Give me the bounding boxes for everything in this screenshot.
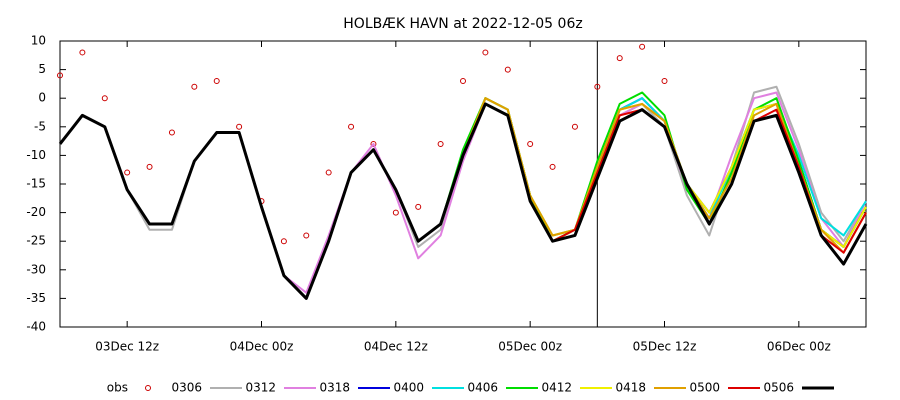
legend-marker xyxy=(145,385,151,391)
obs-marker xyxy=(168,129,175,136)
obs-marker xyxy=(460,78,466,85)
obs-marker xyxy=(191,83,198,90)
obs-marker xyxy=(236,123,243,130)
obs-marker xyxy=(124,169,131,176)
obs-marker xyxy=(661,78,668,85)
legend-label: 0406 xyxy=(467,381,498,395)
obs-marker xyxy=(504,66,511,73)
obs-marker xyxy=(213,78,220,85)
obs-marker xyxy=(482,49,489,56)
obs-marker xyxy=(616,55,623,62)
forecast-line xyxy=(260,97,867,300)
obs-marker xyxy=(594,83,601,90)
obs-marker xyxy=(571,123,578,130)
obs-marker xyxy=(348,123,355,130)
x-tick-label: 04Dec 12z xyxy=(364,340,428,354)
legend-label: 0418 xyxy=(615,381,646,395)
chart-title: HOLBÆK HAVN at 2022-12-05 06z xyxy=(343,16,582,32)
obs-marker xyxy=(549,163,556,170)
obs-marker xyxy=(325,169,332,176)
legend-label: 0506 xyxy=(763,381,794,395)
x-tick-label: 05Dec 00z xyxy=(498,340,562,354)
obs-marker xyxy=(146,163,153,170)
x-tick-label: 05Dec 12z xyxy=(633,340,697,354)
forecast-line xyxy=(126,91,867,294)
y-tick-label: 10 xyxy=(31,34,46,48)
obs-marker xyxy=(392,209,399,216)
y-tick-label: -35 xyxy=(26,291,46,305)
obs-marker xyxy=(57,72,63,79)
obs-marker xyxy=(415,203,422,210)
obs-marker xyxy=(101,95,108,102)
x-tick-label: 04Dec 00z xyxy=(230,340,294,354)
forecast-line xyxy=(529,108,867,254)
y-tick-label: -25 xyxy=(26,234,46,248)
forecast-line xyxy=(394,97,867,248)
forecast-line xyxy=(58,102,868,300)
obs-marker xyxy=(303,232,310,239)
obs-marker xyxy=(79,49,86,56)
x-tick-label: 03Dec 12z xyxy=(95,340,159,354)
x-tick-label: 06Dec 00z xyxy=(767,340,831,354)
legend-label: 0312 xyxy=(245,381,276,395)
legend-label: 0412 xyxy=(541,381,572,395)
y-tick-label: 0 xyxy=(38,91,46,105)
y-tick-label: -15 xyxy=(26,177,46,191)
y-tick-label: -30 xyxy=(26,262,46,276)
y-tick-label: -5 xyxy=(34,119,46,133)
obs-marker xyxy=(527,140,534,147)
obs-marker xyxy=(437,140,444,147)
y-tick-label: -40 xyxy=(26,320,46,334)
y-tick-label: 5 xyxy=(38,62,46,76)
legend-label: 0500 xyxy=(689,381,720,395)
obs-marker xyxy=(639,43,646,50)
y-tick-label: -10 xyxy=(26,148,46,162)
legend-label: 0318 xyxy=(319,381,350,395)
y-tick-label: -20 xyxy=(26,205,46,219)
legend-label: 0306 xyxy=(171,381,202,395)
legend-label: obs xyxy=(107,381,128,395)
obs-marker xyxy=(280,238,287,245)
legend-label: 0400 xyxy=(393,381,424,395)
